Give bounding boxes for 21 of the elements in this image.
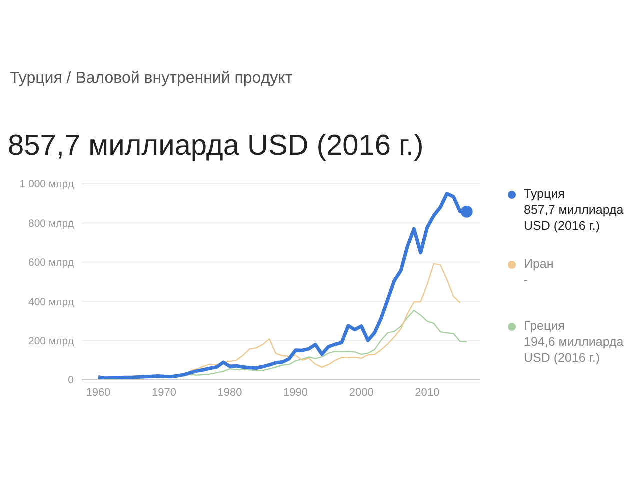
text: - bbox=[524, 272, 530, 288]
x-tick-label: 1980 bbox=[218, 386, 242, 399]
text: 194,6 миллиарда USD (2016 г.) bbox=[524, 334, 625, 366]
x-tick-label: 1990 bbox=[284, 386, 308, 399]
y-tick-label: 400 млрд bbox=[28, 296, 74, 308]
x-tick-label: 2000 bbox=[349, 386, 374, 399]
y-tick-label: 200 млрд bbox=[28, 336, 74, 348]
y-tick-label: 600 млрд bbox=[28, 257, 74, 270]
x-tick-label: 1970 bbox=[152, 386, 176, 399]
line-series bbox=[190, 263, 461, 372]
x-tick-label: 2010 bbox=[415, 386, 440, 399]
legend-label: Иран bbox=[524, 256, 554, 272]
y-tick-label: 800 млрд bbox=[28, 218, 74, 230]
chart-title: 857,7 миллиарда USD (2016 г.) bbox=[8, 130, 424, 163]
chart-subtitle: Турция / Валовой внутренний продукт bbox=[10, 70, 293, 88]
y-tick-label: 1 000 млрд bbox=[20, 178, 74, 191]
x-tick-label: 1960 bbox=[86, 386, 111, 399]
legend-label: Турция bbox=[524, 186, 566, 202]
y-tick-label: 0 bbox=[68, 374, 74, 387]
text: 857,7 миллиарда USD (2016 г.) bbox=[524, 202, 625, 234]
legend-label: Греция bbox=[524, 318, 566, 334]
